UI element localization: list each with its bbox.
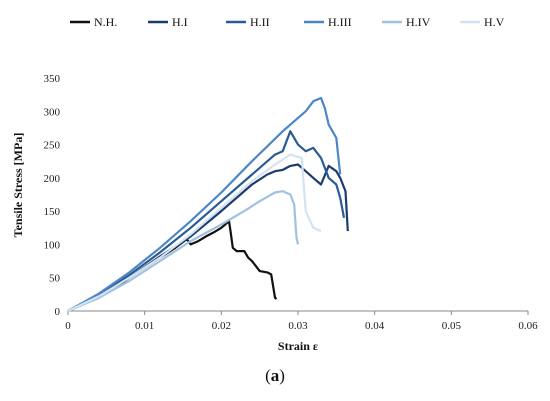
x-axis: 0 0.01 0.02 0.03 0.04 0.05 0.06 [65,310,538,332]
legend: N.H. H.I H.II H.III H.IV H.V [70,15,505,29]
legend-label-1: H.I [172,15,188,29]
legend-label-4: H.IV [406,15,431,29]
series-layer [67,96,349,313]
legend-label-2: H.II [250,15,270,29]
x-tick-label: 0.01 [135,320,154,332]
y-tick-label: 350 [44,73,61,85]
legend-label-3: H.III [328,15,352,29]
x-tick-label: 0.03 [288,320,308,332]
x-tick-label: 0.04 [365,320,385,332]
y-tick-label: 0 [55,306,61,318]
y-tick-label: 150 [44,206,61,218]
y-tick-label: 50 [49,273,61,285]
x-tick-label: 0 [65,320,71,332]
x-axis-title: Strain ε [278,339,318,353]
x-tick-label: 0.05 [442,320,462,332]
y-axis-title: Tensile Stress [MPa] [11,133,25,238]
series-line-5 [67,153,322,312]
series-line-4 [67,190,300,313]
series-line-3 [67,96,342,312]
y-tick-label: 300 [44,106,61,118]
caption-close: ) [279,366,285,385]
y-tick-label: 100 [44,239,61,251]
caption-letter: a [270,366,280,385]
x-tick-label: 0.02 [212,320,231,332]
legend-label-0: N.H. [94,15,117,29]
y-axis: 0 50 100 150 200 250 300 350 [44,73,61,318]
caption-open: ( [265,366,271,385]
y-tick-label: 250 [44,140,61,152]
y-tick-label: 200 [44,173,61,185]
x-tick-label: 0.06 [518,320,538,332]
tensile-stress-chart: N.H. H.I H.II H.III H.IV H.V 0 50 100 150 200 250 3… [11,15,538,353]
series-line-2 [67,130,346,312]
legend-label-5: H.V [484,15,505,29]
figure-caption: (a) [0,366,550,386]
